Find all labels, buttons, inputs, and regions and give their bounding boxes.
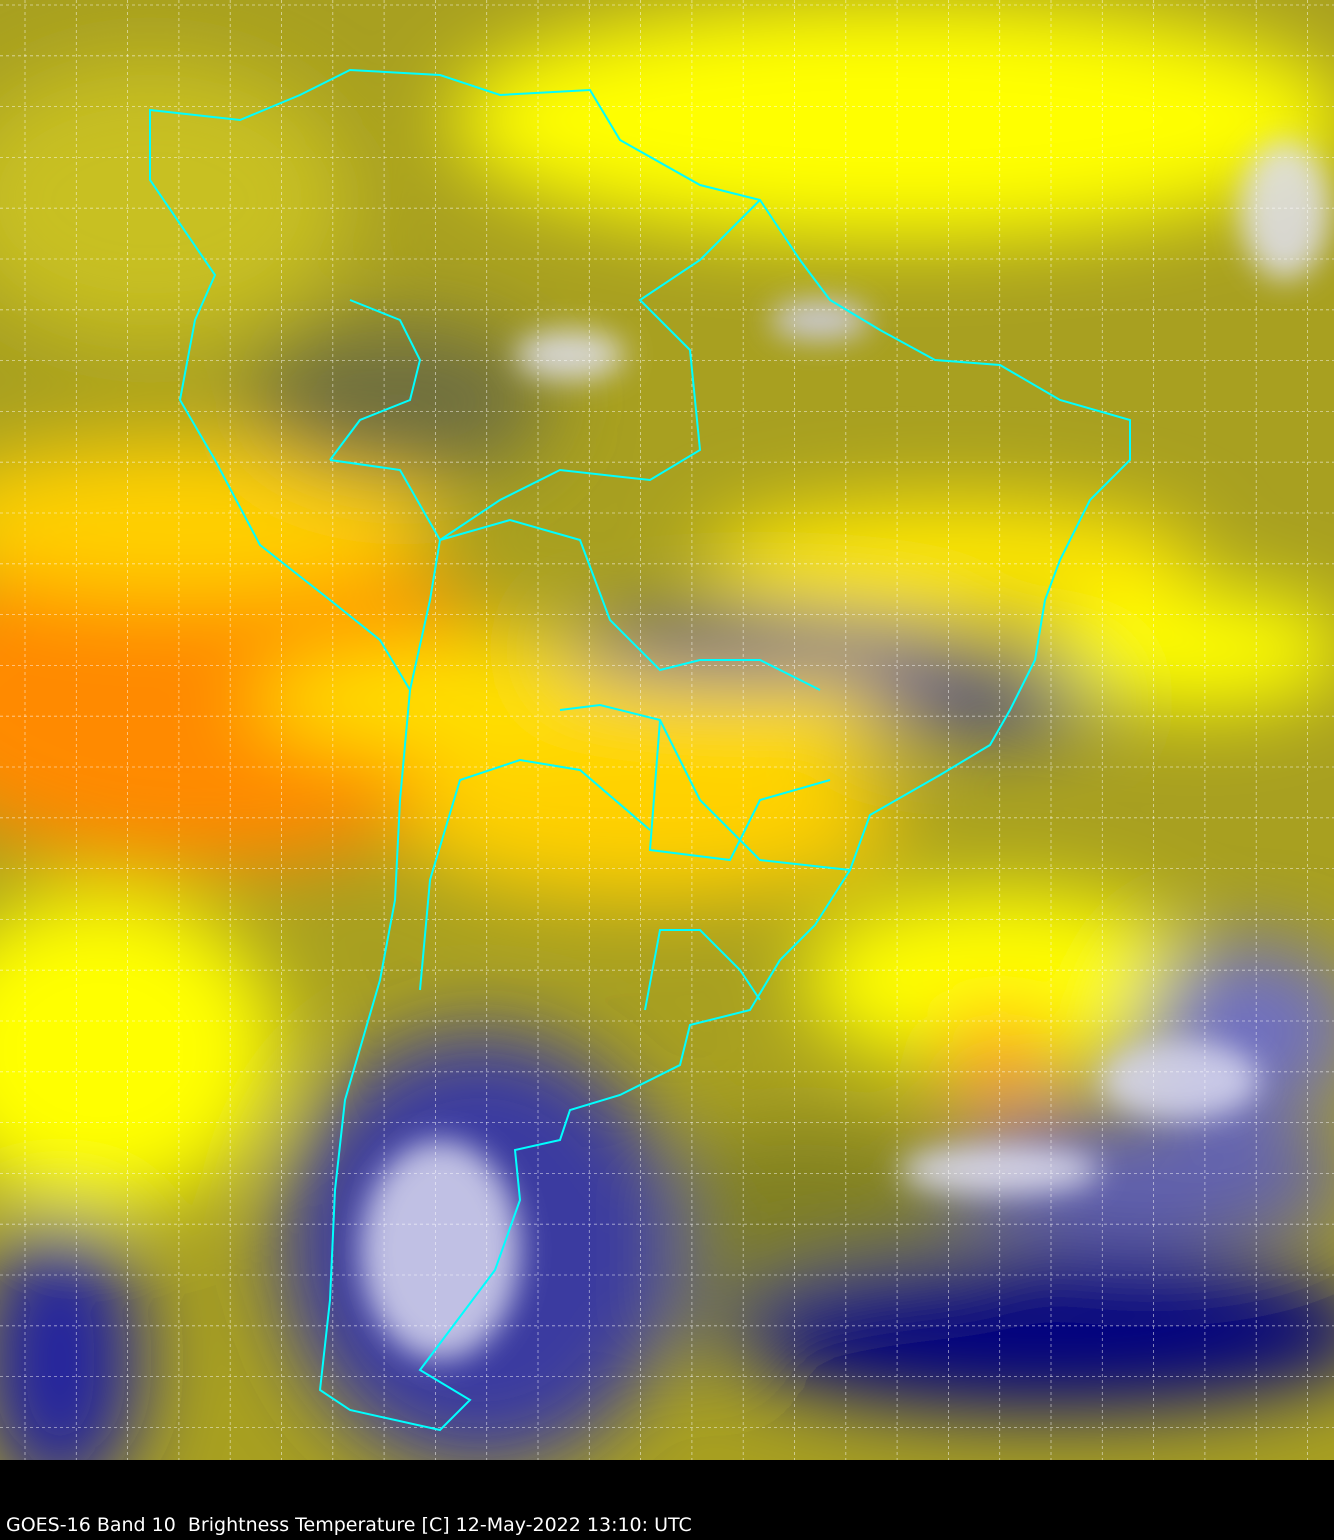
coastline-borders bbox=[149, 68, 1131, 1432]
image-caption: GOES-16 Band 10 Brightness Temperature [… bbox=[6, 1514, 692, 1536]
temperature-field bbox=[0, 0, 1334, 1460]
country-borders bbox=[329, 199, 851, 1011]
brightness-temperature-map bbox=[0, 0, 1334, 1460]
south-america-coastline bbox=[149, 68, 1131, 1432]
